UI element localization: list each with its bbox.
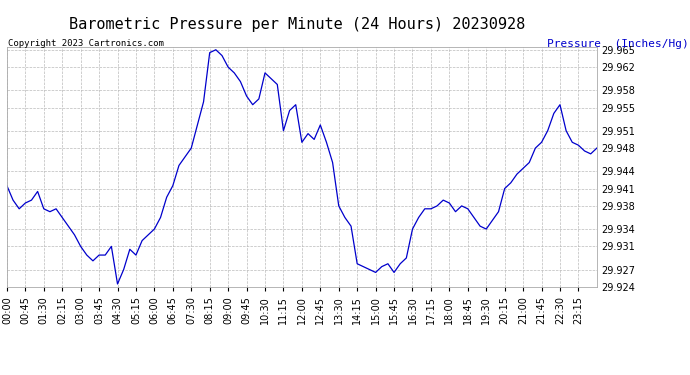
Text: Copyright 2023 Cartronics.com: Copyright 2023 Cartronics.com bbox=[8, 39, 164, 48]
Text: Pressure  (Inches/Hg): Pressure (Inches/Hg) bbox=[547, 39, 689, 50]
Text: Barometric Pressure per Minute (24 Hours) 20230928: Barometric Pressure per Minute (24 Hours… bbox=[68, 17, 525, 32]
